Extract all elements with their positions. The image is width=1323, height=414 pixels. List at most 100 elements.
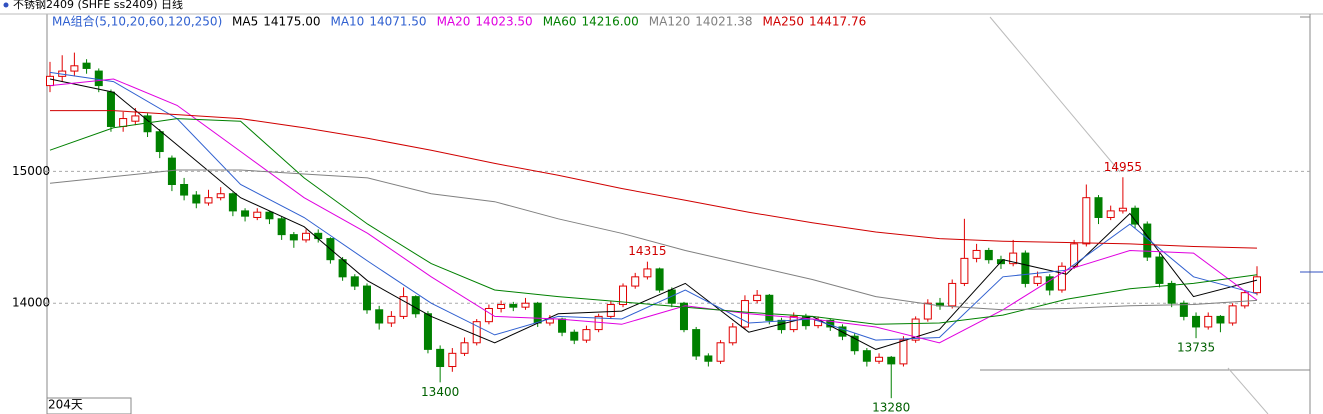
candle-body: [362, 285, 371, 311]
candle-body: [570, 331, 579, 341]
legend-name: MA5: [232, 15, 258, 29]
candle-body: [814, 319, 823, 327]
candle-body: [46, 75, 54, 87]
ma-line: [49, 169, 1258, 311]
candle-body: [1094, 197, 1103, 218]
candle-body: [70, 65, 79, 72]
candle-body: [558, 318, 567, 333]
legend-value: 14417.76: [809, 15, 866, 29]
extreme-label: 13400: [421, 385, 459, 399]
candle-body: [1057, 265, 1066, 291]
candle-body: [679, 302, 688, 331]
candle-body: [1204, 315, 1213, 328]
candle-body: [1118, 207, 1127, 212]
candle-body: [277, 218, 286, 236]
candle-body: [655, 268, 664, 291]
candle-body: [1131, 207, 1140, 225]
candle-body: [850, 335, 859, 352]
candle-body: [533, 302, 542, 324]
candle-body: [899, 339, 908, 365]
candle-body: [789, 315, 798, 331]
candle-body: [302, 232, 311, 241]
candle-body: [582, 329, 591, 341]
trend-line: [989, 16, 1121, 173]
legend-name: MA20: [437, 15, 471, 29]
legend-name: MA250: [763, 15, 804, 29]
candle-body: [509, 304, 518, 308]
candle-body: [862, 350, 871, 362]
candle-body: [423, 313, 432, 350]
candle-body: [106, 91, 115, 127]
y-tick-label: 15000: [12, 164, 50, 178]
candle-body: [1192, 315, 1201, 328]
legend-value: 14071.50: [369, 15, 426, 29]
period-box: [46, 397, 132, 414]
extreme-label: 13735: [1177, 341, 1215, 355]
candle-body: [1033, 276, 1042, 284]
candle-body: [82, 62, 91, 69]
candle-body: [948, 282, 957, 307]
candle-body: [265, 211, 274, 220]
extreme-label: 14955: [1104, 160, 1142, 174]
candle-body: [155, 131, 164, 153]
candle-body: [728, 326, 737, 344]
candle-body: [606, 304, 615, 317]
candle-body: [875, 356, 884, 362]
extreme-label: 14315: [628, 244, 666, 258]
candle-body: [131, 115, 140, 122]
legend-name: MA60: [543, 15, 577, 29]
candle-body: [1179, 302, 1188, 317]
candle-body: [1021, 252, 1030, 284]
candle-body: [1253, 276, 1261, 294]
candle-body: [972, 249, 981, 259]
candle-body: [167, 157, 176, 186]
ma-line: [49, 118, 1258, 325]
candle-body: [960, 257, 969, 284]
candle-body: [923, 302, 932, 320]
status-dot: [3, 2, 9, 8]
candle-body: [399, 296, 408, 317]
candle-body: [484, 307, 493, 323]
candle-body: [253, 211, 262, 218]
candle-body: [387, 315, 396, 324]
candle-body: [497, 304, 506, 309]
candle-body: [887, 356, 896, 365]
candle-body: [216, 193, 225, 199]
ma-line: [50, 110, 1258, 249]
candle-body: [692, 329, 701, 357]
candle-body: [1045, 276, 1054, 291]
candle-body: [753, 294, 762, 302]
candle-body: [984, 249, 993, 261]
candle-body: [350, 276, 359, 287]
extreme-label: 13280: [872, 401, 910, 414]
candle-body: [643, 268, 652, 278]
candle-body: [619, 285, 628, 306]
legend-name: MA120: [649, 15, 690, 29]
legend: MA5 14175.00 MA10 14071.50 MA20 14023.50 MA60 1…: [232, 15, 866, 29]
indicator-name[interactable]: MA组合(5,10,20,60,120,250): [52, 14, 222, 29]
legend-value: 14216.00: [582, 15, 639, 29]
candle-body: [716, 342, 725, 362]
candle-body: [1155, 256, 1164, 284]
ma-line: [49, 78, 1258, 344]
trend-line: [1227, 367, 1269, 414]
chart-title[interactable]: 不锈钢2409 (SHFE ss2409) 日线: [13, 0, 183, 11]
candle-body: [375, 309, 384, 324]
candle-body: [1082, 197, 1091, 245]
candle-body: [1009, 252, 1018, 265]
candle-body: [765, 294, 774, 321]
candle-body: [631, 276, 640, 287]
candle-body: [1167, 282, 1176, 304]
candle-body: [1106, 210, 1115, 218]
candle-body: [314, 232, 323, 240]
candle-body: [436, 348, 445, 368]
legend-value: 14021.38: [695, 15, 752, 29]
y-tick-label: 14000: [12, 296, 50, 310]
candle-body: [704, 355, 713, 362]
legend-name: MA10: [330, 15, 364, 29]
candle-body: [1228, 305, 1237, 324]
candle-body: [460, 342, 469, 354]
candle-body: [241, 210, 250, 217]
